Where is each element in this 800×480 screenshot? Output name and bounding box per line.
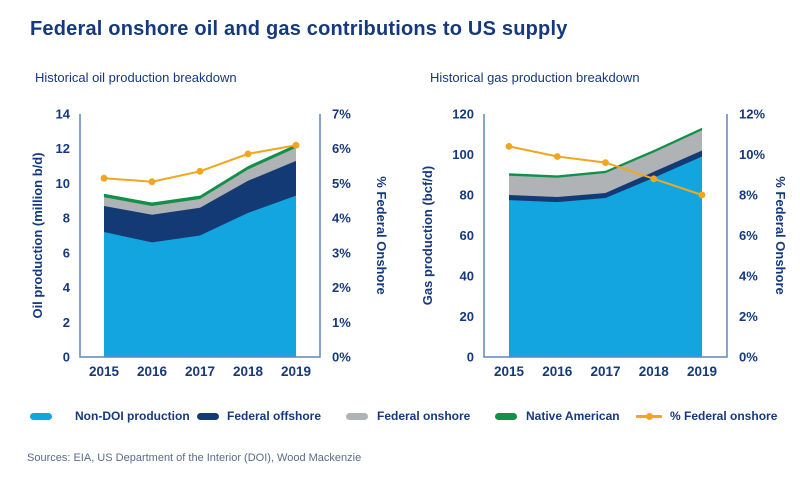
y-axis-tick: 14 [56,107,71,122]
stacked-areas [509,127,702,357]
pct-line-marker [292,141,300,149]
legend-label: Native American [526,409,620,423]
pct-line-marker [553,153,561,160]
federal-onshore-swatch-icon [346,412,368,420]
y-axis-tick: 40 [460,269,474,284]
y2-axis-tick: 10% [739,147,765,162]
x-axis-tick: 2016 [137,364,168,379]
stacked-areas [104,144,296,357]
y-axis-title: Gas production (bcf/d) [420,166,435,305]
y2-axis-title: % Federal Onshore [773,176,788,294]
y-axis-tick: 10 [56,176,70,191]
tick-labels: 0 20 40 60 80 100 120 0% 2% 4% 6% 8% 10% 12% 2015 2016 2… [452,107,765,380]
x-axis-tick: 2017 [185,364,215,379]
x-axis-tick: 2018 [233,364,264,379]
sources-note: Sources: EIA, US Department of the Inter… [27,452,362,464]
non-doi-swatch-icon [30,412,52,420]
y2-axis-tick: 6% [739,228,758,243]
y2-axis-tick: 4% [332,211,351,226]
y2-axis-tick: 0% [739,350,758,365]
y-axis-tick: 0 [63,350,70,365]
chart-gas-svg: 0 20 40 60 80 100 120 0% 2% 4% 6% 8% 10% 12% 2015 2016 2… [420,107,788,380]
area-light_blue [509,156,702,357]
y2-axis-tick: 4% [739,269,758,284]
y2-axis-tick: 1% [332,315,351,330]
y-axis-tick: 4 [63,280,71,295]
pct-federal-onshore-line-icon [636,412,662,420]
y2-axis-tick: 3% [332,245,351,260]
legend-item-federal-onshore: Federal onshore [346,408,470,424]
y-axis-tick: 80 [460,188,474,203]
legend-label: Non-DOI production [75,409,190,423]
oil-production-chart: 0 2 4 6 8 10 12 14 0% 1% 2% 3% 4% 5% 6% 7% 2015 2016 2017 2… [0,95,400,395]
pct-line-marker [148,178,156,186]
oil-chart-subtitle: Historical oil production breakdown [35,70,237,85]
y-axis-tick: 20 [460,309,474,324]
pct-line-marker [244,150,252,158]
legend-item-federal-offshore: Federal offshore [197,408,321,424]
x-axis-tick: 2017 [590,364,620,379]
y-axis-tick: 6 [63,245,70,260]
y-axis-tick: 2 [63,315,70,330]
gas-production-chart: 0 20 40 60 80 100 120 0% 2% 4% 6% 8% 10% 12% 2015 2016 2… [404,95,800,395]
pct-line-series [100,141,300,186]
tick-labels: 0 2 4 6 8 10 12 14 0% 1% 2% 3% 4% 5% 6% 7% 2015 2016 2017 2… [56,107,352,380]
y2-axis-tick: 2% [739,309,758,324]
pct-line-marker [196,167,204,175]
pct-line-marker [602,159,609,166]
x-axis-tick: 2019 [281,364,311,379]
x-axis-tick: 2015 [89,364,120,379]
x-axis-tick: 2016 [542,364,573,379]
pct-line-marker [650,175,658,183]
gas-chart-subtitle: Historical gas production breakdown [430,70,640,85]
y-axis-tick: 100 [452,147,474,162]
chart-oil-svg: 0 2 4 6 8 10 12 14 0% 1% 2% 3% 4% 5% 6% 7% 2015 2016 2017 2… [30,107,389,380]
y2-axis-tick: 7% [332,107,351,122]
native-american-swatch-icon [495,412,517,420]
legend-item-non-doi: Non-DOI production [30,408,190,424]
legend-item-native-american: Native American [495,408,620,424]
y-axis-tick: 8 [63,211,70,226]
y-axis-title: Oil production (million b/d) [30,152,45,318]
pct-line-marker [698,191,706,199]
y-axis-tick: 12 [56,141,70,156]
y-axis-tick: 0 [467,350,474,365]
y2-axis-tick: 6% [332,141,351,156]
federal-offshore-swatch-icon [197,412,219,420]
pct-line-marker [100,174,108,182]
x-axis-tick: 2015 [494,364,525,379]
x-axis-tick: 2018 [639,364,670,379]
axis-lines [79,114,321,358]
y2-axis-tick: 0% [332,350,351,365]
y2-axis-tick: 12% [739,107,765,122]
area-light_blue [104,195,296,357]
axis-lines [483,114,728,358]
y2-axis-tick: 2% [332,280,351,295]
x-axis-tick: 2019 [687,364,717,379]
legend-label: % Federal onshore [670,409,778,423]
legend-item-pct-federal-onshore: % Federal onshore [636,408,777,424]
y2-axis-tick: 8% [739,188,758,203]
y2-axis-title: % Federal Onshore [374,176,389,294]
y2-axis-tick: 5% [332,176,351,191]
pct-line-series [505,143,706,199]
y-axis-tick: 60 [460,228,474,243]
pct-line-marker [505,143,513,150]
legend-label: Federal offshore [227,409,322,423]
y-axis-tick: 120 [452,107,474,122]
legend: Non-DOI production Federal offshore Fede… [0,408,800,426]
legend-label: Federal onshore [377,409,471,423]
page-title: Federal onshore oil and gas contribution… [30,18,568,40]
